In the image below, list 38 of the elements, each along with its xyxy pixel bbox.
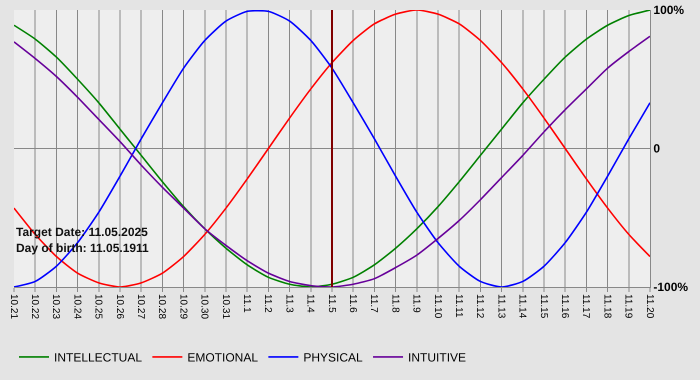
legend-label: INTELLECTUAL — [54, 350, 142, 365]
x-tick-label: 11.6 — [346, 294, 358, 314]
x-tick-label: 11.15 — [538, 294, 549, 319]
x-tick-label: 11.19 — [622, 294, 634, 319]
x-tick-label: 11.14 — [516, 294, 528, 319]
y-tick-label: 0 — [653, 142, 660, 156]
x-tick-label: 10.22 — [28, 294, 40, 320]
x-tick-label: 10.27 — [134, 294, 146, 320]
legend-label: INTUITIVE — [408, 350, 466, 365]
legend-label: PHYSICAL — [303, 350, 364, 365]
x-tick-label: 11.18 — [601, 294, 612, 319]
x-tick-label: 10.26 — [114, 294, 125, 320]
x-tick-label: 11.4 — [304, 294, 316, 314]
x-tick-label: 11.9 — [410, 294, 422, 314]
x-tick-label: 11.1 — [240, 294, 252, 314]
x-tick-label: 11.2 — [262, 294, 274, 314]
x-tick-label: 11.8 — [389, 294, 400, 314]
x-tick-label: 11.3 — [283, 294, 294, 314]
x-tick-label: 10.29 — [177, 294, 188, 320]
x-tick-label: 11.13 — [495, 294, 506, 319]
x-tick-label: 10.21 — [8, 294, 19, 320]
x-tick-label: 10.31 — [220, 294, 231, 320]
x-tick-label: 11.7 — [368, 294, 380, 314]
x-tick-label: 10.28 — [156, 294, 168, 320]
y-tick-label: -100% — [653, 280, 688, 294]
x-tick-label: 11.17 — [580, 294, 592, 319]
x-tick-label: 10.30 — [198, 294, 210, 320]
x-tick-label: 11.12 — [474, 294, 486, 319]
x-tick-label: 11.5 — [326, 294, 337, 314]
x-tick-label: 11.20 — [644, 294, 655, 319]
x-tick-label: 10.25 — [92, 294, 104, 320]
x-tick-label: 11.11 — [452, 294, 464, 318]
x-tick-label: 11.16 — [558, 294, 570, 319]
x-tick-label: 11.10 — [432, 294, 443, 319]
x-tick-label: 10.24 — [71, 294, 82, 320]
legend-label: EMOTIONAL — [187, 350, 258, 365]
x-tick-label: 10.23 — [50, 294, 62, 320]
y-tick-label: 100% — [653, 3, 684, 18]
